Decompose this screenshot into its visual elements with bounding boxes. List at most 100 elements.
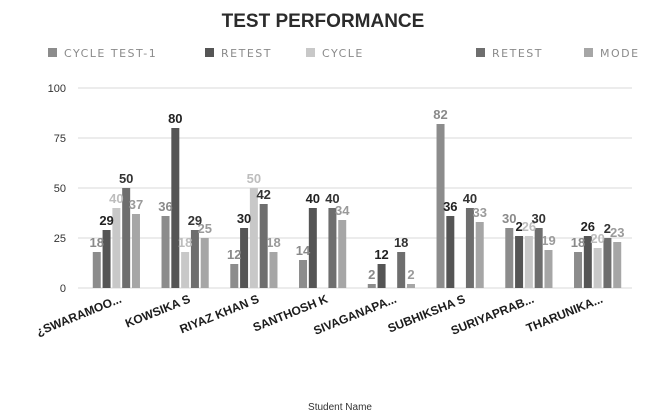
bar [161, 216, 170, 288]
data-label: 26 [522, 219, 536, 234]
legend: CYCLE TEST-1 RETEST CYCLE RETEST MODE [48, 47, 640, 60]
legend-label: MODE [600, 47, 640, 60]
bar [299, 260, 308, 288]
data-label: 12 [374, 247, 388, 262]
legend-swatch [476, 48, 485, 57]
bar [583, 236, 592, 288]
data-label: 40 [109, 191, 123, 206]
bar [308, 208, 317, 288]
data-label: 19 [541, 233, 555, 248]
data-label: 50 [119, 171, 133, 186]
bar [475, 222, 484, 288]
data-label: 2 [368, 267, 375, 282]
bar [190, 230, 199, 288]
data-label: 42 [256, 187, 270, 202]
data-label: 2 [407, 267, 414, 282]
data-label: 18 [571, 235, 585, 250]
bar [574, 252, 583, 288]
bar [240, 228, 249, 288]
data-label: 82 [433, 107, 447, 122]
y-tick-label: 0 [60, 283, 66, 295]
y-tick-label: 100 [48, 83, 66, 95]
bar [465, 208, 474, 288]
x-tick-label: THARUNIKA... [524, 292, 605, 335]
data-label: 40 [463, 191, 477, 206]
data-label: 37 [129, 197, 143, 212]
data-label: 18 [90, 235, 104, 250]
data-label: 34 [335, 203, 350, 218]
bar [102, 230, 111, 288]
data-label: 30 [531, 211, 545, 226]
bar [131, 214, 140, 288]
bar [534, 228, 543, 288]
bar [171, 128, 180, 288]
data-label: 18 [178, 235, 192, 250]
legend-label: CYCLE TEST-1 [64, 47, 157, 60]
bar [92, 252, 101, 288]
bar [446, 216, 455, 288]
data-label: 30 [237, 211, 251, 226]
y-axis: 0 25 50 75 100 [48, 83, 66, 295]
data-label: 80 [168, 111, 182, 126]
bar [593, 248, 602, 288]
legend-swatch [306, 48, 315, 57]
data-label: 40 [306, 191, 320, 206]
chart-title: TEST PERFORMANCE [222, 11, 425, 32]
y-tick-label: 25 [54, 233, 66, 245]
legend-swatch [205, 48, 214, 57]
y-tick-label: 75 [54, 133, 66, 145]
bar [112, 208, 121, 288]
bar [377, 264, 386, 288]
bar [338, 220, 347, 288]
legend-label: CYCLE [322, 47, 364, 60]
bars [92, 124, 622, 288]
bar [328, 208, 337, 288]
bar [249, 188, 258, 288]
legend-label: RETEST [492, 47, 543, 60]
bar [181, 252, 190, 288]
x-axis-title: Student Name [308, 402, 372, 413]
bar [505, 228, 514, 288]
data-label: 30 [502, 211, 516, 226]
bar [200, 238, 209, 288]
bar [406, 284, 415, 288]
bar [603, 238, 612, 288]
data-label: 18 [266, 235, 280, 250]
data-label: 14 [296, 243, 311, 258]
data-label: 36 [158, 199, 172, 214]
bar [436, 124, 445, 288]
data-label: 2 [604, 221, 611, 236]
legend-label: RETEST [221, 47, 272, 60]
data-label: 29 [188, 213, 202, 228]
legend-swatch [584, 48, 593, 57]
bar [122, 188, 131, 288]
data-label: 29 [99, 213, 113, 228]
bar [515, 236, 524, 288]
data-label: 23 [610, 225, 624, 240]
data-label: 50 [247, 171, 261, 186]
bar [544, 250, 553, 288]
y-tick-label: 50 [54, 183, 66, 195]
bar [259, 204, 268, 288]
bar [397, 252, 406, 288]
data-label: 26 [581, 219, 595, 234]
data-label: 40 [325, 191, 339, 206]
data-label: 33 [472, 205, 486, 220]
data-label: 36 [443, 199, 457, 214]
data-label: 12 [227, 247, 241, 262]
x-tick-label: ¿SWARAMOO... [34, 292, 123, 339]
bar [230, 264, 239, 288]
bar [613, 242, 622, 288]
data-label: 2 [515, 219, 522, 234]
bar [524, 236, 533, 288]
bar [269, 252, 278, 288]
data-label: 20 [590, 231, 604, 246]
x-tick-label: RIYAZ KHAN S [178, 292, 261, 337]
bar [367, 284, 376, 288]
data-label: 25 [197, 221, 211, 236]
legend-swatch [48, 48, 57, 57]
